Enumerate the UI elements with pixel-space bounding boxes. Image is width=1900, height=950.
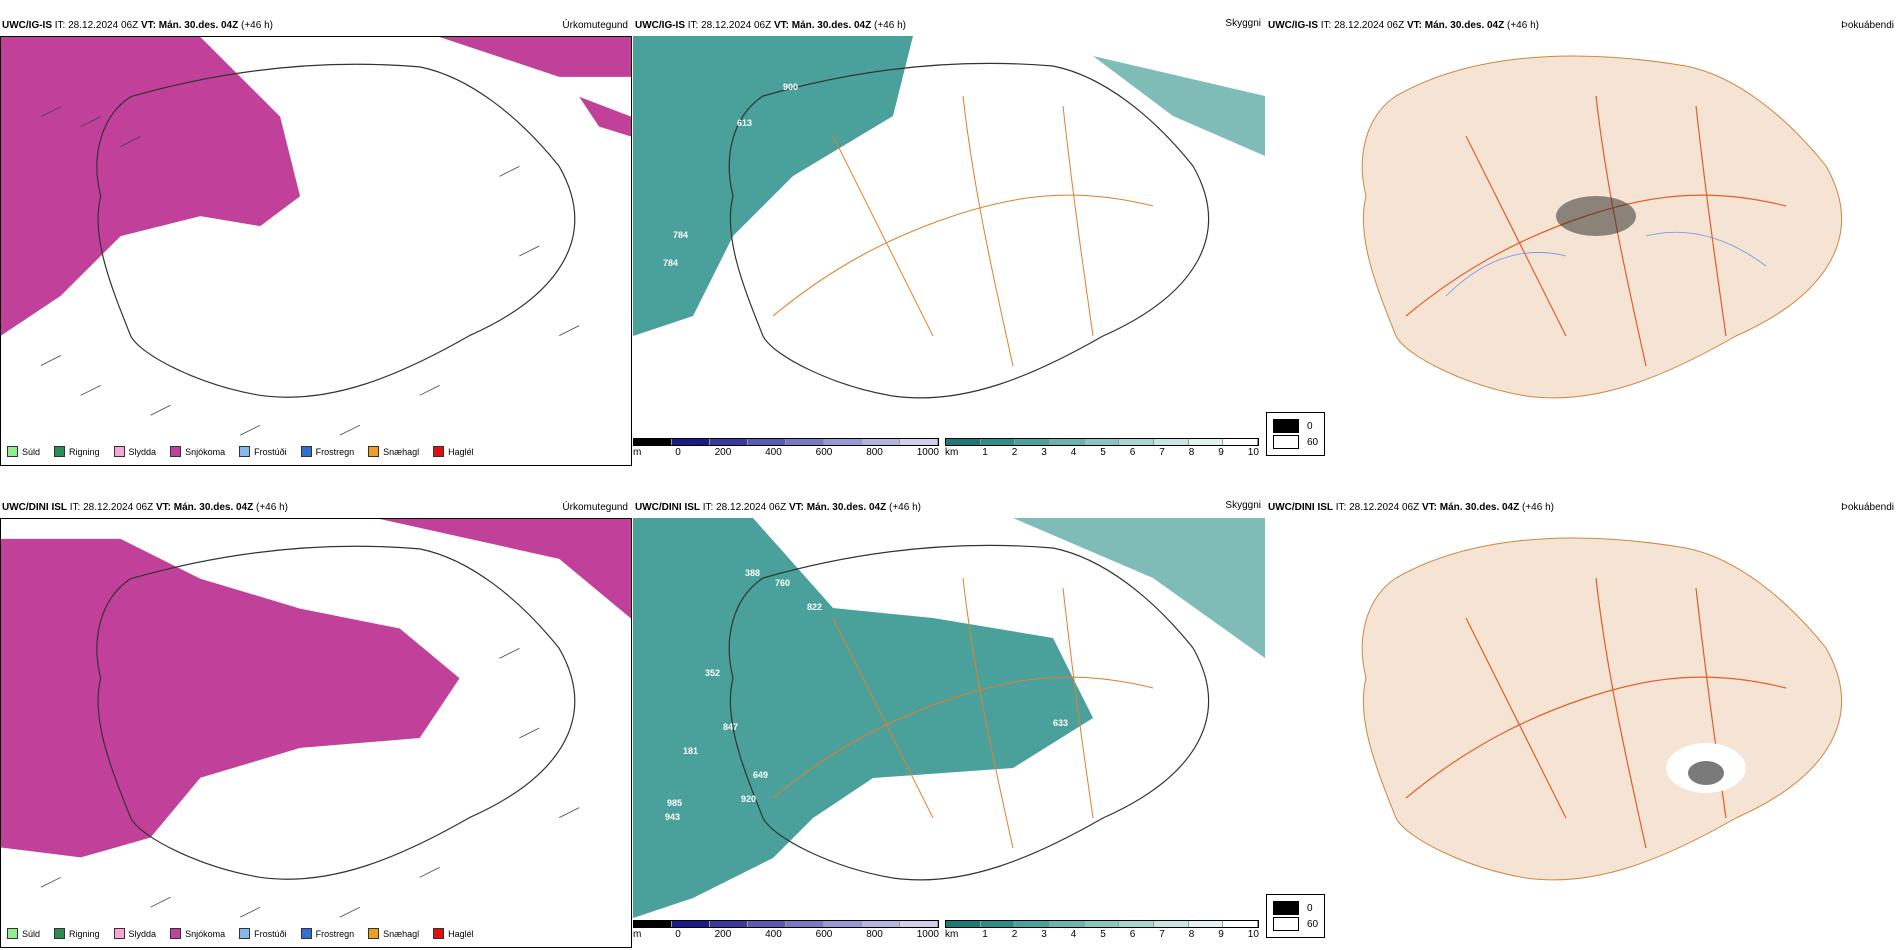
panel-title: UWC/DINI ISL IT: 28.12.2024 06Z VT: Mán.… — [2, 502, 288, 513]
legend-item: Rigning — [54, 928, 100, 939]
vis-value: 985 — [667, 798, 683, 808]
legend-item: Frostregn — [300, 928, 354, 939]
legend-item: Frostregn — [300, 446, 354, 457]
panel-label: Úrkomutegund — [562, 20, 628, 31]
vis-value: 352 — [705, 668, 721, 678]
row2-precip-panel: UWC/DINI ISL IT: 28.12.2024 06Z VT: Mán.… — [0, 482, 632, 948]
panel-title: UWC/IG-IS IT: 28.12.2024 06Z VT: Mán. 30… — [635, 20, 906, 31]
panel-title: UWC/DINI ISL IT: 28.12.2024 06Z VT: Mán.… — [1268, 502, 1554, 513]
panel-label: Skyggni — [1225, 500, 1261, 511]
legend-item: Frostúði — [239, 928, 287, 939]
vis-value: 760 — [775, 578, 791, 588]
legend-item: Slydda — [113, 446, 156, 457]
fog-legend: 0 60 — [1266, 412, 1326, 456]
panel-title: UWC/IG-IS IT: 28.12.2024 06Z VT: Mán. 30… — [1268, 20, 1539, 31]
legend-item: Rigning — [54, 446, 100, 457]
legend-item: Snjókoma — [170, 928, 225, 939]
legend-item: Snjókoma — [170, 446, 225, 457]
precip-map: Súld Rigning Slydda Snjókoma Frostúði Fr… — [0, 518, 632, 948]
panel-label: Þokuábendi — [1841, 20, 1894, 31]
precip-map: Súld Rigning Slydda Snjókoma Frostúði Fr… — [0, 36, 632, 466]
vis-colorbar: km 1 2 3 4 5 6 7 8 9 10 — [945, 438, 1259, 458]
vis-value: 633 — [1053, 718, 1069, 728]
row2-visibility-panel: UWC/DINI ISL IT: 28.12.2024 06Z VT: Mán.… — [633, 482, 1265, 946]
vis-value: 784 — [663, 258, 679, 268]
visibility-map: 388 760 822 352 847 181 649 985 943 920 … — [633, 518, 1265, 938]
vis-value: 847 — [723, 722, 739, 732]
vis-value: 649 — [753, 770, 769, 780]
precip-legend: Súld Rigning Slydda Snjókoma Frostúði Fr… — [7, 446, 474, 457]
vis-value: 613 — [737, 118, 753, 128]
legend-item: Haglél — [433, 446, 474, 457]
legend-item: Súld — [7, 928, 40, 939]
vis-value: 181 — [683, 746, 699, 756]
vis-value: 784 — [673, 230, 689, 240]
legend-item: Frostúði — [239, 446, 287, 457]
vis-colorbar: km 1 2 3 4 5 6 7 8 9 10 — [945, 920, 1259, 940]
legend-item: Súld — [7, 446, 40, 457]
panel-label: Skyggni — [1225, 18, 1261, 29]
row2-cloud-panel: UWC/DINI ISL IT: 28.12.2024 06Z VT: Mán.… — [1266, 482, 1898, 946]
precip-legend: Súld Rigning Slydda Snjókoma Frostúði Fr… — [7, 928, 474, 939]
legend-item: Snæhagl — [368, 928, 419, 939]
vis-value: 822 — [807, 602, 823, 612]
cloud-map — [1266, 36, 1898, 456]
fog-legend: 0 60 — [1266, 894, 1326, 938]
panel-title: UWC/IG-IS IT: 28.12.2024 06Z VT: Mán. 30… — [2, 20, 273, 31]
panel-title: UWC/DINI ISL IT: 28.12.2024 06Z VT: Mán.… — [635, 502, 921, 513]
vis-value: 900 — [783, 82, 799, 92]
legend-item: Snæhagl — [368, 446, 419, 457]
vis-value: 388 — [745, 568, 761, 578]
row1-visibility-panel: UWC/IG-IS IT: 28.12.2024 06Z VT: Mán. 30… — [633, 0, 1265, 464]
vis-value: 920 — [741, 794, 757, 804]
panel-label: Þokuábendi — [1841, 502, 1894, 513]
legend-item: Haglél — [433, 928, 474, 939]
vis-value: 943 — [665, 812, 681, 822]
visibility-map: 900 613 784 784 — [633, 36, 1265, 456]
legend-item: Slydda — [113, 928, 156, 939]
height-colorbar: m 0 200 400 600 800 1000 — [633, 438, 939, 458]
height-colorbar: m 0 200 400 600 800 1000 — [633, 920, 939, 940]
row1-precip-panel: UWC/IG-IS IT: 28.12.2024 06Z VT: Mán. 30… — [0, 0, 632, 466]
panel-label: Úrkomutegund — [562, 502, 628, 513]
cloud-map — [1266, 518, 1898, 938]
row1-cloud-panel: UWC/IG-IS IT: 28.12.2024 06Z VT: Mán. 30… — [1266, 0, 1898, 464]
